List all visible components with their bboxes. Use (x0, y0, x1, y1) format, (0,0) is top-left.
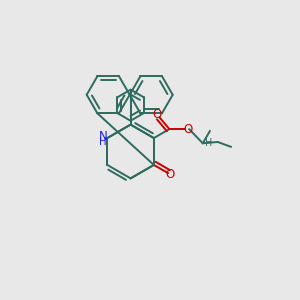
Text: O: O (153, 108, 162, 122)
Text: H: H (205, 138, 212, 148)
Text: H: H (99, 137, 107, 147)
Text: O: O (183, 123, 193, 136)
Text: O: O (166, 168, 175, 181)
Text: N: N (99, 130, 108, 143)
